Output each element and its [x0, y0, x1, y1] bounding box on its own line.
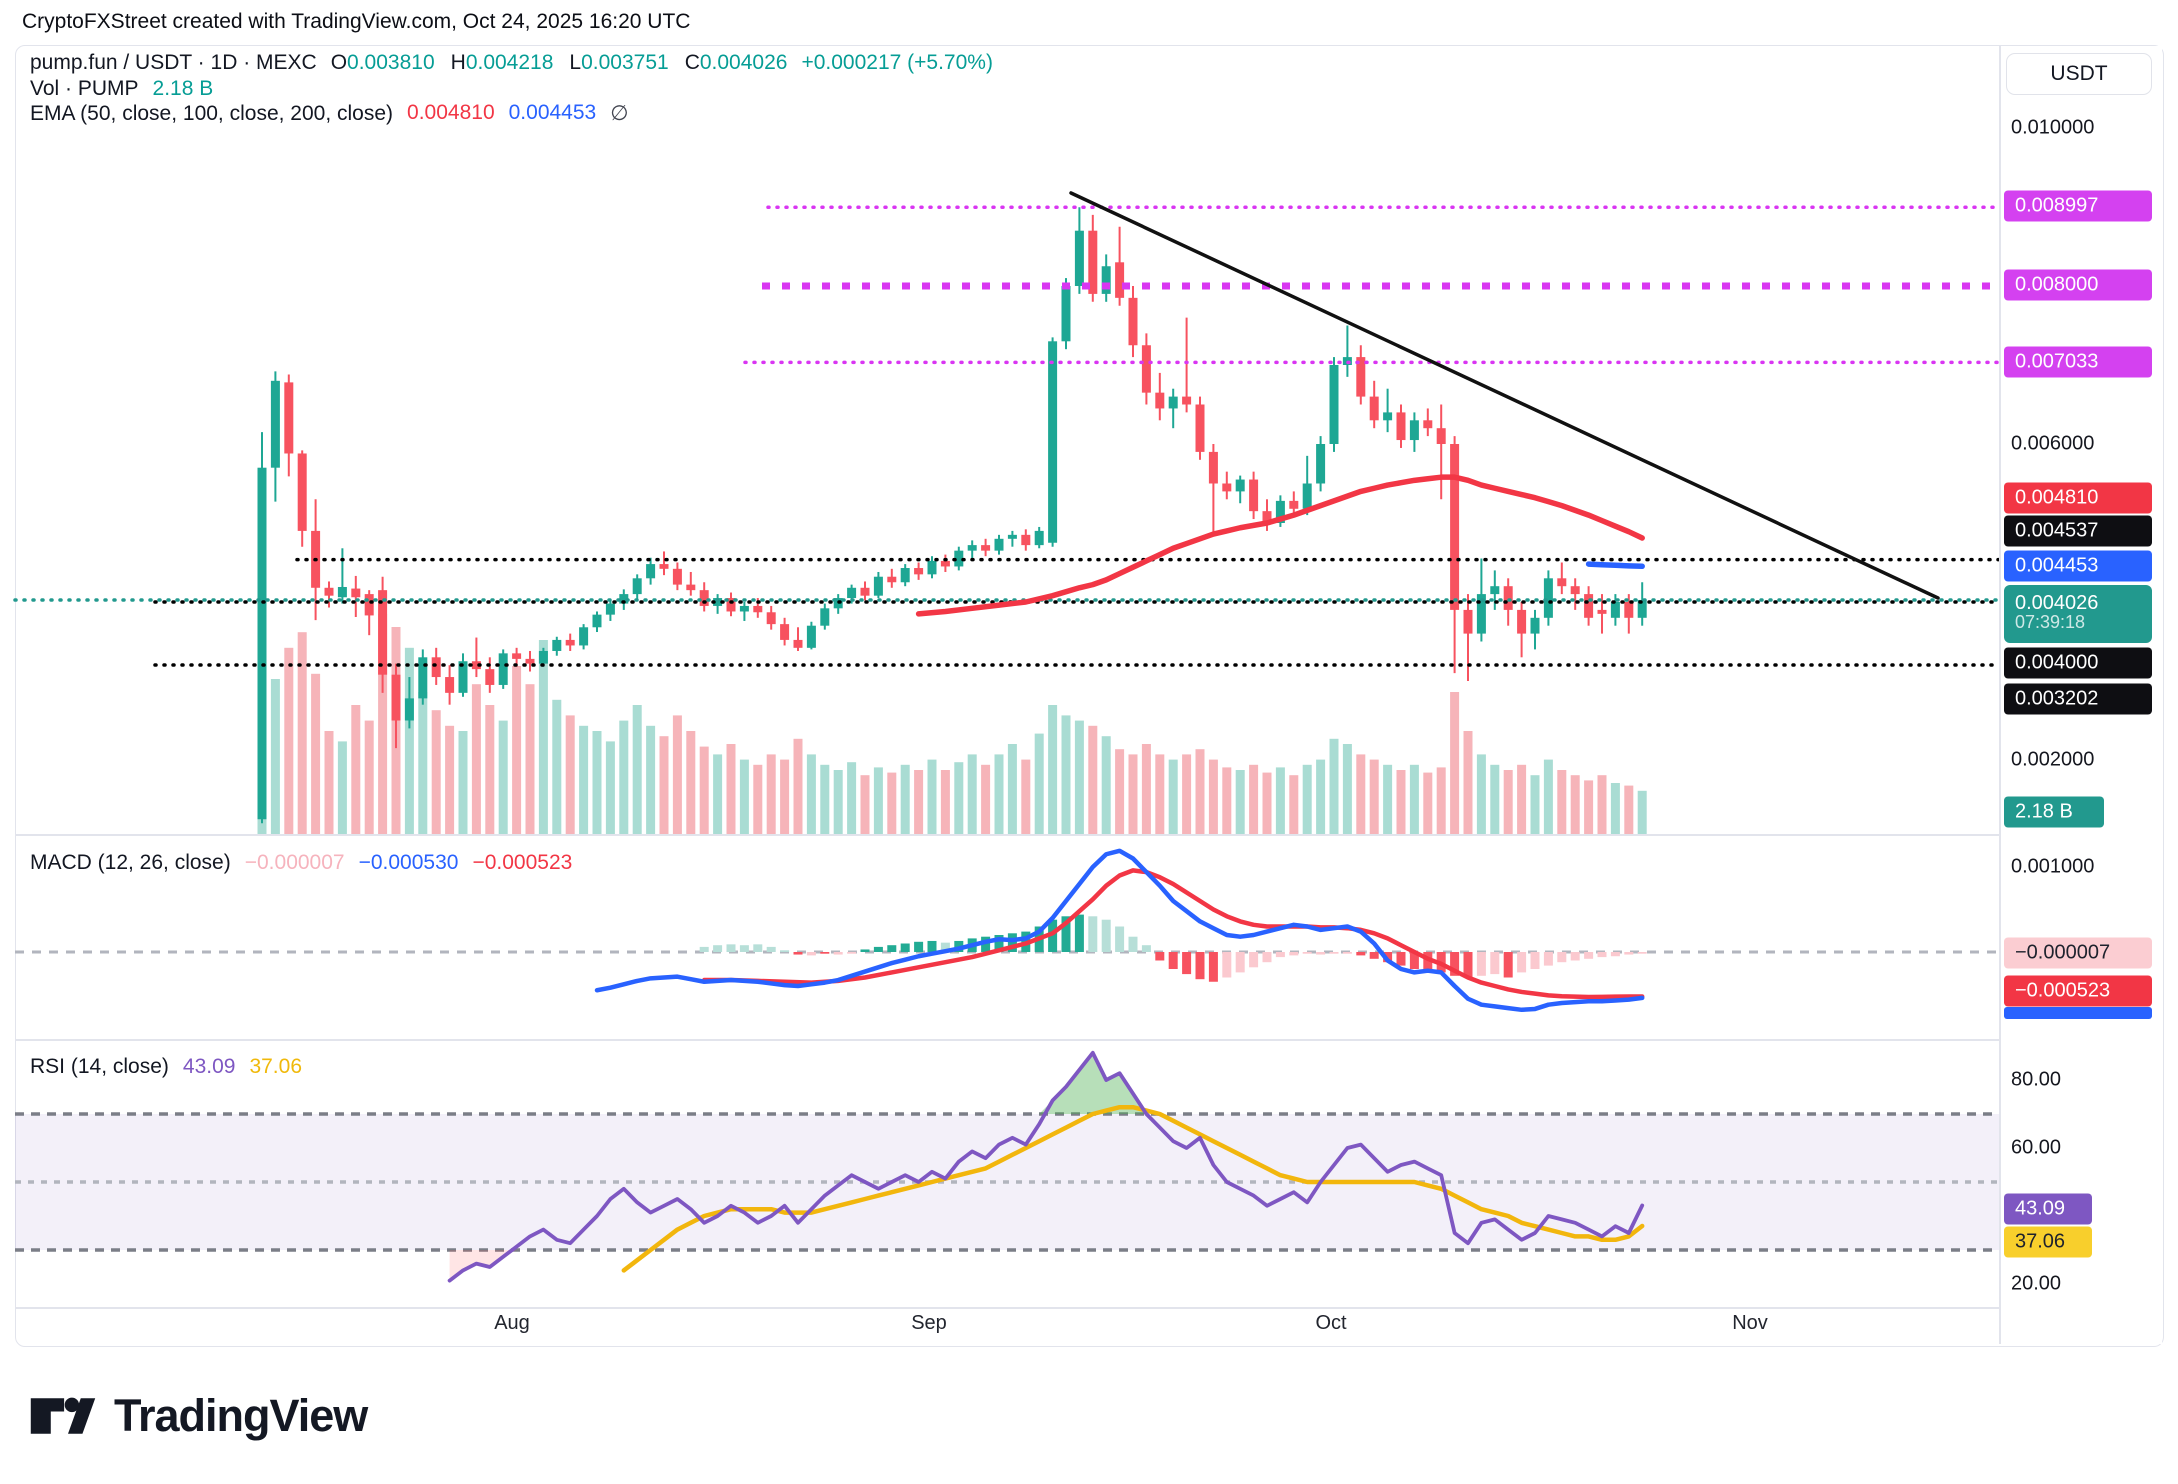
time-axis-month[interactable]: Sep: [911, 1312, 947, 1334]
indicator-value: 37.06: [249, 1055, 303, 1078]
macd-legend[interactable]: MACD (12, 26, close) −0.000007 −0.000530−…: [30, 851, 572, 875]
indicator-value: 43.09: [182, 1055, 236, 1078]
macd-label: MACD (12, 26, close): [30, 851, 231, 874]
rsi-legend[interactable]: RSI (14, close) 43.09 37.06: [30, 1055, 302, 1079]
indicator-value: −0.000530: [358, 851, 459, 874]
axis-tick-label: 0.001000: [2011, 855, 2095, 878]
indicator-value: ∅: [610, 102, 629, 125]
macd-values: −0.000007 −0.000530 −0.000523: [245, 851, 573, 875]
axis-price-badge: 0.004537: [2004, 515, 2152, 547]
indicator-value: −0.000523: [472, 851, 573, 874]
rsi-values: 43.09 37.06: [183, 1055, 302, 1079]
ohlc-pair: H0.004218: [450, 51, 554, 74]
axis-price-badge: −0.000007: [2004, 937, 2152, 969]
volume-value: 2.18 B: [152, 77, 214, 100]
volume-legend[interactable]: Vol · PUMP 2.18 B: [30, 77, 213, 101]
rsi-label: RSI (14, close): [30, 1055, 169, 1078]
axis-badge-strip: [2004, 1007, 2152, 1019]
time-axis-month[interactable]: Aug: [494, 1312, 530, 1334]
axis-price-badge: 43.09: [2004, 1193, 2092, 1225]
indicator-value: 0.004453: [508, 101, 597, 124]
time-axis-month[interactable]: Nov: [1732, 1312, 1768, 1334]
axis-price-badge: 0.004453: [2004, 550, 2152, 582]
axis-price-badge: 37.06: [2004, 1226, 2092, 1258]
tradingview-brand-text: TradingView: [114, 1390, 368, 1441]
time-axis-month[interactable]: Oct: [1315, 1312, 1347, 1334]
ema-label: EMA (50, close, 100, close, 200, close): [30, 101, 394, 125]
axis-tick-label: 0.006000: [2011, 432, 2095, 455]
axis-price-badge: 2.18 B: [2004, 796, 2104, 828]
axis-tick-label: 20.00: [2011, 1272, 2062, 1295]
axis-tick-label: 80.00: [2011, 1068, 2062, 1091]
indicator-value: 0.004810: [407, 101, 495, 124]
axis-tick-label: 60.00: [2011, 1136, 2062, 1159]
axis-price-badge: 0.004810: [2004, 482, 2152, 514]
axis-tick-label: 0.010000: [2011, 116, 2095, 139]
axis-price-badge: 0.008997: [2004, 190, 2152, 222]
axis-price-badge: 0.003202: [2004, 683, 2152, 715]
ohlc-values: O0.003810 H0.004218 L0.003751 C0.004026: [331, 51, 788, 75]
attribution-header: CryptoFXStreet created with TradingView.…: [22, 10, 691, 33]
axis-price-badge: 0.004000: [2004, 647, 2152, 679]
symbol-title: pump.fun / USDT · 1D · MEXC: [30, 51, 317, 74]
currency-unit-button[interactable]: USDT: [2006, 53, 2152, 95]
axis-price-badge: 0.004026 07:39:18: [2004, 585, 2152, 643]
tradingview-footer[interactable]: TradingView: [30, 1390, 368, 1442]
tradingview-logo-icon: [30, 1397, 96, 1434]
change-value: +0.000217 (+5.70%): [801, 51, 993, 74]
axis-price-badge: −0.000523: [2004, 975, 2152, 1007]
ohlc-pair: L0.003751: [569, 51, 669, 74]
symbol-legend[interactable]: pump.fun / USDT · 1D · MEXC O0.003810 H0.…: [30, 51, 993, 75]
ema-values: 0.004810 0.004453 ∅: [407, 101, 628, 126]
currency-unit-label: USDT: [2050, 62, 2108, 85]
volume-label: Vol · PUMP: [30, 77, 139, 100]
ema-legend[interactable]: EMA (50, close, 100, close, 200, close) …: [30, 101, 629, 126]
indicator-value: −0.000007: [244, 851, 345, 874]
axis-price-badge: 0.008000: [2004, 269, 2152, 301]
ohlc-pair: C0.004026: [684, 51, 788, 74]
axis-tick-label: 0.002000: [2011, 748, 2095, 771]
ohlc-pair: O0.003810: [330, 51, 435, 74]
chart-card: [15, 45, 2164, 1347]
axis-price-badge: 0.007033: [2004, 346, 2152, 378]
